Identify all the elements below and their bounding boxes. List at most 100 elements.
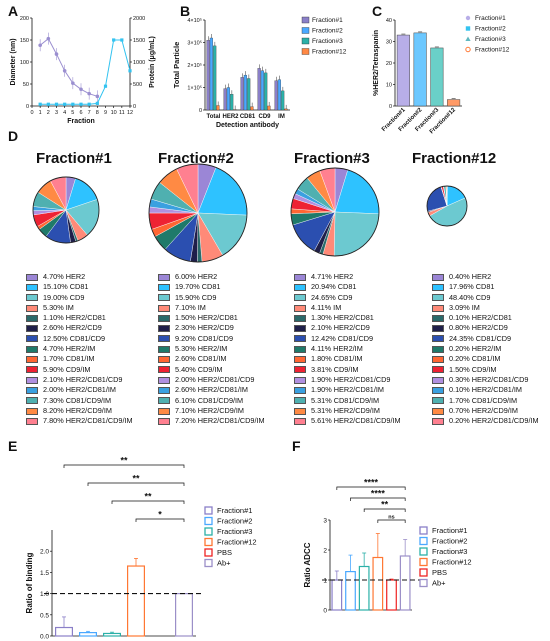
- pie-legend-item: 2.30% HER2/CD9: [158, 323, 265, 333]
- pie-legend-swatch: [432, 335, 444, 343]
- pie-legend-item: 4.71% HER2: [294, 272, 401, 282]
- pie-legend-label: 1.30% HER2/CD81: [311, 313, 374, 323]
- pie-legend-label: 5.31% HER2/CD9/IM: [311, 405, 380, 415]
- pie-legend-label: 2.60% HER2/CD9: [43, 323, 102, 333]
- pie-legend-label: 0.10% HER2/CD81/IM: [449, 385, 522, 395]
- pie-legend-label: 0.20% HER2/IM: [449, 344, 502, 354]
- f-sig-label: **: [381, 500, 389, 510]
- b-category-label: HER2: [222, 114, 239, 120]
- b-bar: [264, 72, 268, 111]
- f-legend-label: PBS: [432, 568, 447, 577]
- b-bar: [223, 88, 227, 111]
- pie-legend-item: 2.10% HER2/CD81/CD9: [26, 375, 133, 385]
- pie-legend-swatch: [294, 417, 306, 425]
- f-bar: [372, 556, 384, 611]
- pie-legend-swatch: [294, 304, 306, 312]
- a-x-tick-label: 1: [39, 110, 42, 116]
- f-y-tick-label: 0: [323, 608, 327, 615]
- pie-legend-item: 5.31% CD81/CD9/IM: [294, 396, 401, 406]
- a-point: [112, 38, 116, 42]
- pie-legend-item: 12.42% CD81/CD9: [294, 334, 401, 344]
- c-legend-label: Fraction#12: [475, 47, 510, 54]
- pie-legend-label: 4.70% HER2: [43, 272, 86, 281]
- f-legend-label: Fraction#12: [432, 558, 472, 567]
- b-category-label: Total: [207, 114, 221, 120]
- pie-legend-swatch: [26, 304, 38, 312]
- pie-legend-label: 3.09% IM: [449, 302, 480, 312]
- pie-legend-swatch: [432, 325, 444, 333]
- f-bar: [331, 579, 343, 611]
- b-bar: [281, 90, 285, 111]
- pie-legend-swatch: [158, 397, 170, 405]
- b-category-label: CD81: [240, 114, 256, 120]
- f-legend-swatch: [419, 568, 428, 577]
- pie-legend-swatch: [432, 356, 444, 364]
- pie-legend-label: 0.20% HER2/CD81/CD9/IM: [449, 416, 539, 426]
- f-sig-label: ns: [388, 515, 394, 521]
- pie-legend-label: 19.00% CD9: [43, 292, 85, 302]
- a-point: [38, 102, 42, 106]
- panel-label-e: E: [8, 438, 18, 454]
- pie-legend-swatch: [294, 407, 306, 415]
- pie-legend-swatch: [26, 386, 38, 394]
- pie-legend-label: 0.70% HER2/CD9/IM: [449, 405, 518, 415]
- e-legend-swatch: [204, 527, 213, 536]
- pie-legend-label: 5.61% HER2/CD81/CD9/IM: [311, 416, 401, 426]
- c-legend-marker: [465, 26, 471, 31]
- pie-outline: [290, 167, 380, 257]
- pie-legend-swatch: [294, 273, 306, 281]
- a-x-tick-label: 12: [127, 110, 133, 116]
- e-legend-label: Fraction#12: [217, 538, 257, 547]
- pie-legend-swatch: [294, 356, 306, 364]
- f-sig-bracket: [350, 497, 406, 501]
- e-sig-bracket: [135, 518, 185, 522]
- a-y2-axis-title: Protein (μg/mL): [149, 36, 156, 88]
- pie-legend-swatch: [26, 345, 38, 353]
- a-point: [46, 102, 50, 106]
- pie-legend-item: 0.30% HER2/CD81/CD9: [432, 375, 539, 385]
- b-category-label: CD9: [258, 114, 271, 120]
- pie-legend-item: 15.10% CD81: [26, 282, 133, 292]
- c-legend-label: Fraction#3: [475, 36, 506, 43]
- c-bar: [413, 32, 427, 107]
- pie-legend-swatch: [26, 366, 38, 374]
- pie-legend-label: 0.20% CD81/IM: [449, 354, 501, 364]
- pie-title-fraction2: Fraction#2: [158, 150, 234, 167]
- pie-legend-item: 4.70% HER2/IM: [26, 344, 133, 354]
- pie-legend-label: 7.80% HER2/CD81/CD9/IM: [43, 416, 133, 426]
- b-legend-swatch: [301, 48, 310, 55]
- pie-legend-label: 19.70% CD81: [175, 282, 221, 292]
- pie-legend-label: 1.70% CD81/CD9/IM: [449, 395, 518, 405]
- pie-legend-swatch: [432, 345, 444, 353]
- pie-legend-swatch: [432, 314, 444, 322]
- b-y-tick-label: 2×10⁵: [187, 62, 202, 69]
- a-x-tick-label: 5: [71, 110, 74, 116]
- pie-legend-swatch: [158, 356, 170, 364]
- pie-legend-fraction3: 4.71% HER2 20.94% CD81 24.65% CD9 4.11% IM 1…: [294, 272, 401, 426]
- a-x-tick-label: 3: [55, 110, 58, 116]
- a-x-tick-label: 11: [119, 110, 125, 116]
- pie-legend-swatch: [432, 407, 444, 415]
- pie-legend-label: 15.10% CD81: [43, 282, 89, 292]
- pie-legend-label: 5.90% CD9/IM: [43, 364, 91, 374]
- pie-legend-swatch: [26, 376, 38, 384]
- pie-legend-label: 1.80% CD81/IM: [311, 354, 363, 364]
- pie-legend-item: 2.00% HER2/CD81/CD9: [158, 375, 265, 385]
- e-legend-swatch: [204, 558, 213, 568]
- pie-legend-item: 24.35% CD81/CD9: [432, 334, 539, 344]
- pie-legend-swatch: [158, 386, 170, 394]
- e-sig-label: **: [144, 492, 152, 502]
- pie-legend-label: 4.70% HER2/IM: [43, 344, 96, 354]
- a-y2-tick-label: 1000: [133, 60, 145, 66]
- c-y-axis-title: %HER2/Tetraspanin: [373, 30, 380, 96]
- pie-legend-item: 0.10% HER2/CD81: [432, 313, 539, 323]
- pie-legend-label: 1.50% HER2/CD81: [175, 313, 238, 323]
- pie-legend-label: 0.30% HER2/CD81/CD9: [449, 374, 529, 384]
- pie-legend-label: 6.00% HER2: [175, 272, 218, 281]
- pie-legend-item: 5.90% CD9/IM: [26, 365, 133, 375]
- a-point: [87, 102, 91, 106]
- pie-legend-swatch: [26, 294, 38, 302]
- a-point: [71, 102, 75, 106]
- f-sig-bracket: [377, 519, 406, 523]
